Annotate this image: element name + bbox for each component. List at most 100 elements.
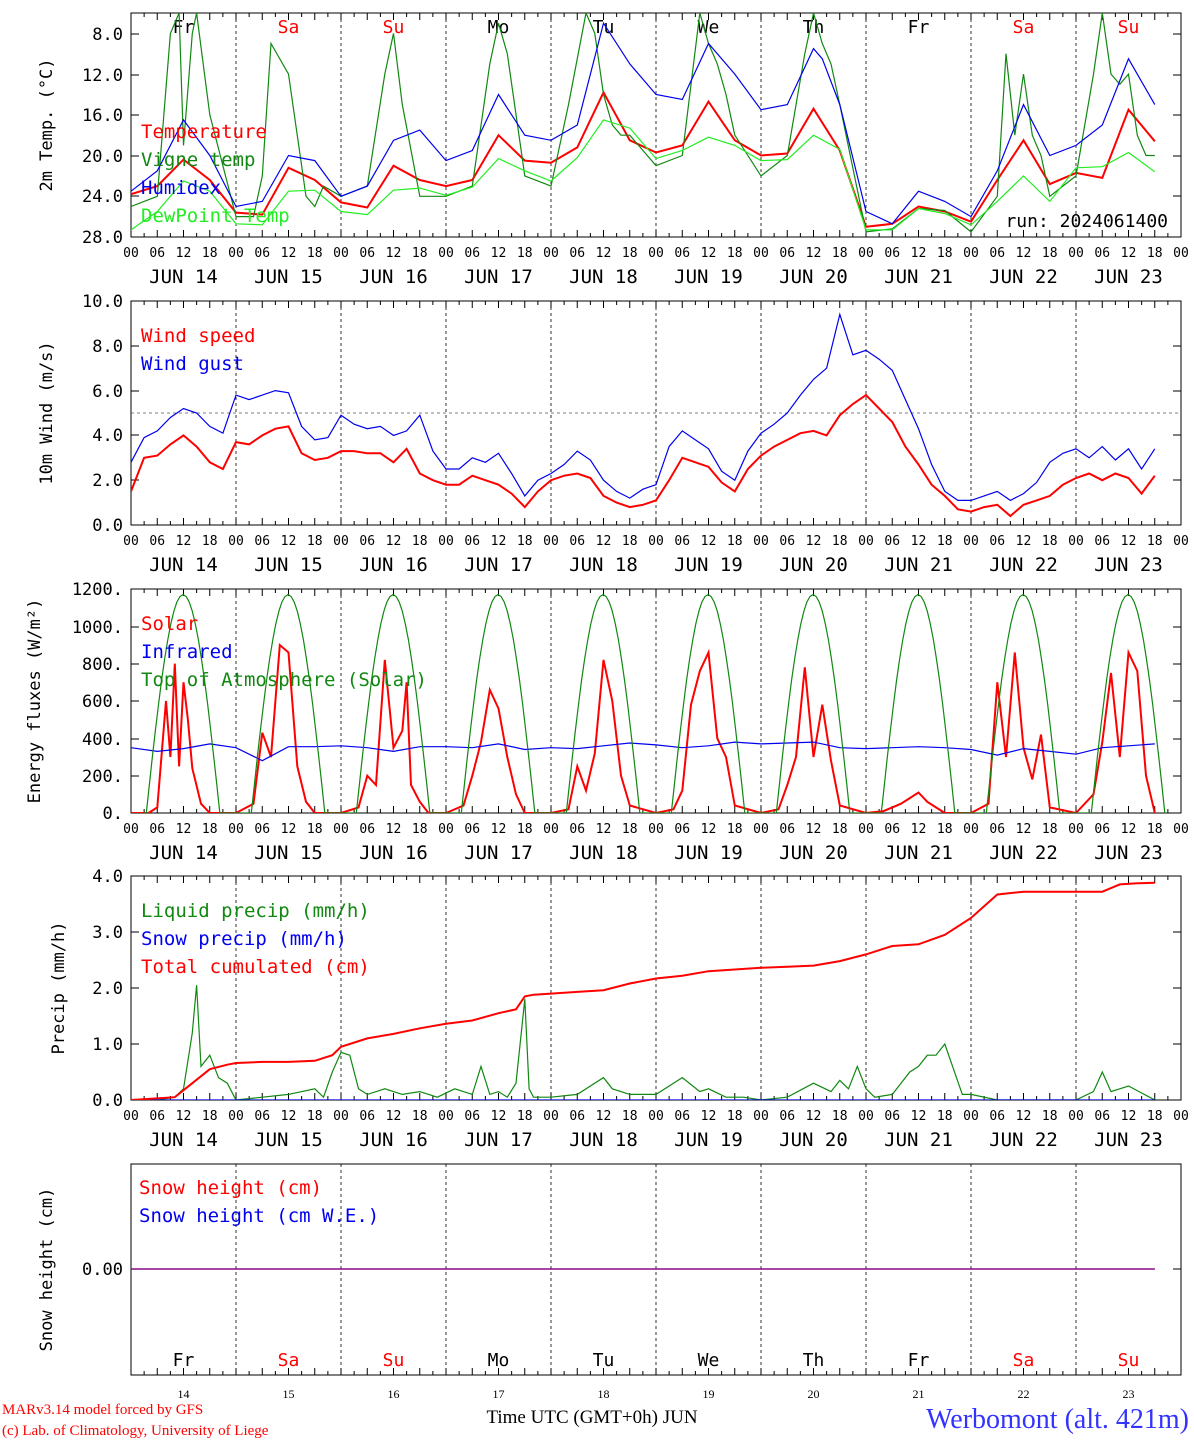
- hour-tick-label: 06: [884, 534, 900, 549]
- y-tick-label: 1000.: [72, 618, 123, 638]
- legend-entry: Snow height (cm W.E.): [139, 1205, 379, 1227]
- bottom-day-number: 16: [388, 1387, 400, 1401]
- weekday-label: Fr: [173, 1350, 195, 1371]
- hour-tick-label: 06: [989, 1109, 1005, 1124]
- legend-entry: Snow precip (mm/h): [141, 928, 347, 950]
- weekday-label: Sa: [278, 17, 300, 38]
- weekday-label: Th: [803, 1350, 825, 1371]
- hour-tick-label: 06: [569, 822, 585, 837]
- weekday-label: Fr: [908, 1350, 930, 1371]
- hour-tick-label: 06: [254, 1109, 270, 1124]
- hour-tick-label: 00: [1173, 822, 1189, 837]
- hour-tick-label: 06: [674, 1109, 690, 1124]
- y-tick-label: 0.0: [92, 516, 123, 536]
- hour-tick-label: 12: [1121, 246, 1137, 261]
- hour-tick-label: 12: [386, 822, 402, 837]
- legend-entry: Total cumulated (cm): [141, 956, 370, 978]
- hour-tick-label: 00: [753, 1109, 769, 1124]
- hour-tick-label: 00: [753, 246, 769, 261]
- hour-tick-label: 06: [569, 1109, 585, 1124]
- date-label: JUN 20: [779, 842, 848, 864]
- hour-tick-label: 12: [281, 246, 297, 261]
- y-tick-label: 4.0: [92, 867, 123, 887]
- weekday-label: Tu: [593, 1350, 615, 1371]
- series-line-infrared: [131, 741, 1155, 762]
- hour-tick-label: 18: [622, 822, 638, 837]
- hour-tick-label: 12: [596, 534, 612, 549]
- hour-tick-label: 12: [596, 1109, 612, 1124]
- weekday-label: We: [698, 1350, 720, 1371]
- hour-tick-label: 00: [648, 822, 664, 837]
- hour-tick-label: 18: [727, 534, 743, 549]
- hour-tick-label: 18: [517, 246, 533, 261]
- y-axis-label: Precip (mm/h): [49, 921, 69, 1054]
- legend-entry: Infrared: [141, 641, 233, 663]
- bottom-day-number: 19: [703, 1387, 715, 1401]
- hour-tick-label: 18: [202, 1109, 218, 1124]
- y-tick-label: 0.00: [82, 1260, 123, 1280]
- hour-tick-label: 12: [176, 534, 192, 549]
- y-tick-label: 0.: [103, 804, 123, 824]
- hour-tick-label: 00: [438, 246, 454, 261]
- hour-tick-label: 06: [1094, 822, 1110, 837]
- hour-tick-label: 18: [937, 534, 953, 549]
- hour-tick-label: 06: [464, 1109, 480, 1124]
- hour-tick-label: 18: [832, 1109, 848, 1124]
- y-tick-label: 4.0: [92, 426, 123, 446]
- hour-tick-label: 06: [254, 534, 270, 549]
- hour-tick-label: 06: [674, 246, 690, 261]
- hour-tick-label: 06: [359, 1109, 375, 1124]
- station-title: Werbomont (alt. 421m): [926, 1404, 1189, 1435]
- bottom-day-number: 23: [1123, 1387, 1135, 1401]
- hour-tick-label: 06: [464, 534, 480, 549]
- y-tick-label: 16.0: [82, 106, 123, 126]
- hour-tick-label: 06: [779, 1109, 795, 1124]
- hour-tick-label: 00: [1068, 1109, 1084, 1124]
- hour-tick-label: 12: [596, 246, 612, 261]
- y-axis-label: Energy fluxes (W/m²): [25, 599, 45, 804]
- hour-tick-label: 00: [228, 1109, 244, 1124]
- hour-tick-label: 12: [281, 822, 297, 837]
- hour-tick-label: 00: [438, 534, 454, 549]
- date-label: JUN 17: [464, 554, 533, 576]
- hour-tick-label: 12: [386, 246, 402, 261]
- hour-tick-label: 00: [333, 822, 349, 837]
- hour-tick-label: 18: [622, 246, 638, 261]
- hour-tick-label: 00: [543, 534, 559, 549]
- hour-tick-label: 12: [911, 1109, 927, 1124]
- hour-tick-label: 12: [701, 822, 717, 837]
- hour-tick-label: 00: [1068, 822, 1084, 837]
- hour-tick-label: 00: [1173, 534, 1189, 549]
- series-line-wind-speed: [131, 393, 1156, 518]
- weekday-label: Su: [383, 1350, 405, 1371]
- hour-tick-label: 06: [1094, 1109, 1110, 1124]
- date-label: JUN 15: [254, 554, 323, 576]
- y-tick-label: 20.0: [82, 147, 123, 167]
- legend-entry: Liquid precip (mm/h): [141, 900, 370, 922]
- y-tick-label: 1200.: [72, 580, 123, 600]
- date-label: JUN 20: [779, 266, 848, 288]
- hour-tick-label: 00: [753, 534, 769, 549]
- weekday-label: We: [698, 17, 720, 38]
- bottom-day-number: 17: [493, 1387, 505, 1401]
- hour-tick-label: 12: [386, 534, 402, 549]
- hour-tick-label: 18: [727, 246, 743, 261]
- hour-tick-label: 06: [149, 534, 165, 549]
- series-line-temperature: [131, 90, 1156, 228]
- series-line-wind-gust: [131, 312, 1156, 502]
- hour-tick-label: 00: [858, 534, 874, 549]
- y-tick-label: 2.0: [92, 979, 123, 999]
- y-tick-label: 28.0: [82, 228, 123, 248]
- hour-tick-label: 12: [491, 534, 507, 549]
- hour-tick-label: 18: [1042, 1109, 1058, 1124]
- hour-tick-label: 12: [806, 534, 822, 549]
- hour-tick-label: 06: [1094, 534, 1110, 549]
- hour-tick-label: 12: [701, 1109, 717, 1124]
- hour-tick-label: 18: [622, 534, 638, 549]
- hour-tick-label: 12: [281, 534, 297, 549]
- hour-tick-label: 00: [228, 246, 244, 261]
- hour-tick-label: 12: [596, 822, 612, 837]
- legend-entry: DewPoint Temp: [141, 205, 290, 227]
- date-label: JUN 17: [464, 842, 533, 864]
- date-label: JUN 21: [884, 554, 953, 576]
